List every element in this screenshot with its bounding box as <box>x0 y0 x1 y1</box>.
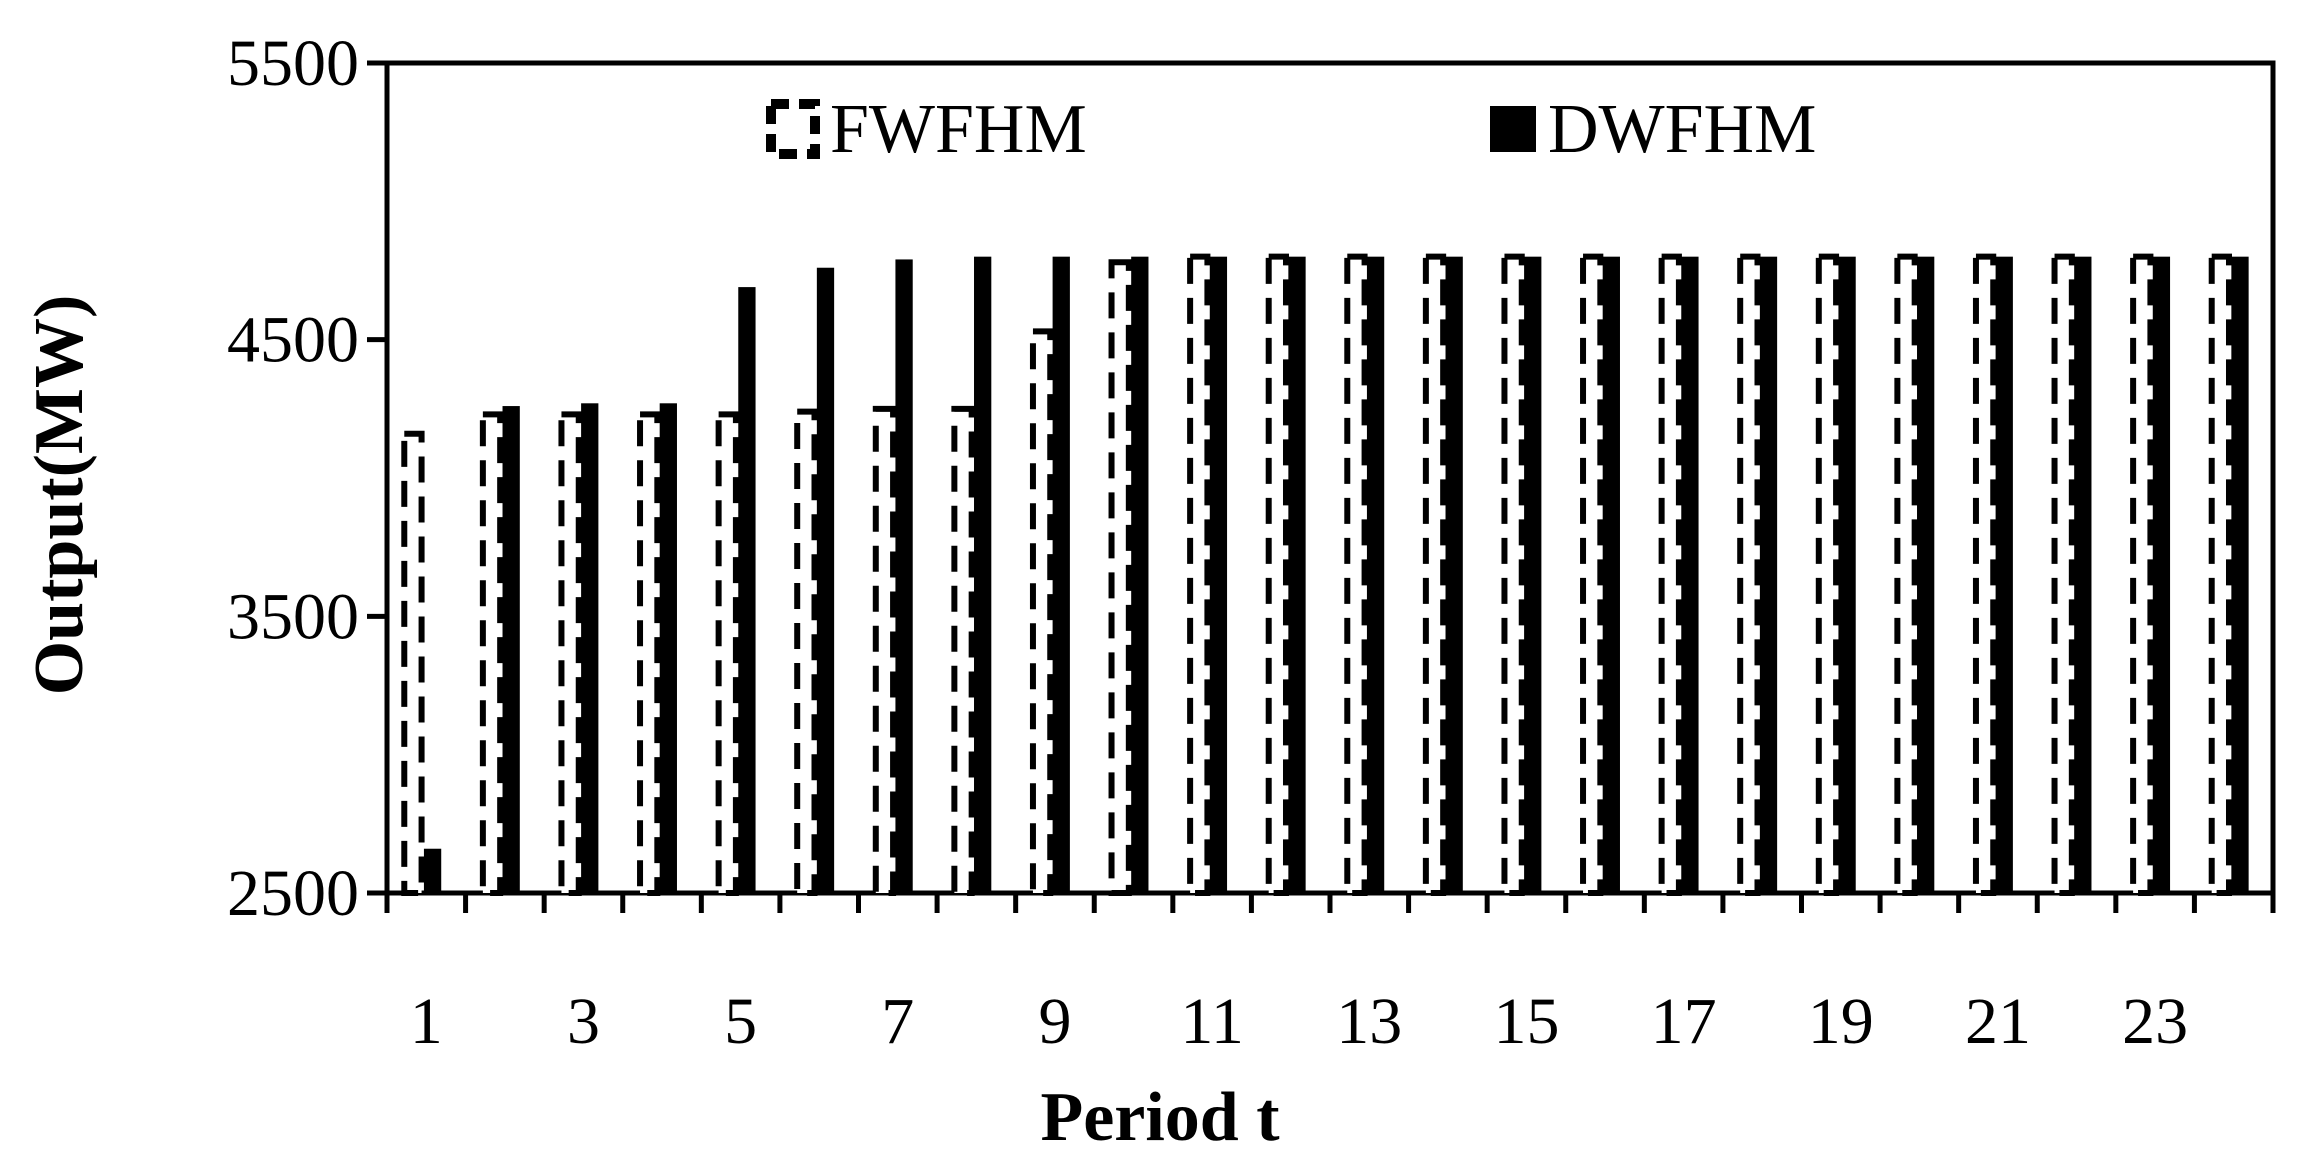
bar-dwfhm-11 <box>1209 256 1228 894</box>
bar-fwfhm-14 <box>1422 253 1447 896</box>
bar-fwfhm-24 <box>2208 253 2232 896</box>
bar-fwfhm-23 <box>2130 253 2154 896</box>
bar-fwfhm-10 <box>1108 259 1132 896</box>
x-tick-label-15: 15 <box>1493 985 1559 1058</box>
bar-dwfhm-13 <box>1366 256 1385 894</box>
bar-dwfhm-5 <box>738 287 756 894</box>
x-tick-label-13: 13 <box>1336 985 1402 1058</box>
bar-dwfhm-12 <box>1288 256 1306 894</box>
x-tick-label-19: 19 <box>1808 985 1874 1058</box>
x-tick-label-5: 5 <box>724 985 757 1058</box>
bar-dwfhm-18 <box>1759 256 1778 894</box>
bar-fwfhm-6 <box>794 408 818 896</box>
bar-dwfhm-4 <box>659 403 677 893</box>
bar-fwfhm-21 <box>1972 253 1997 896</box>
bar-dwfhm-1 <box>423 848 442 893</box>
bar-fwfhm-22 <box>2051 253 2075 896</box>
bar-fwfhm-16 <box>1580 253 1604 896</box>
y-tick-label-3500: 3500 <box>227 580 359 653</box>
bar-dwfhm-16 <box>1602 256 1620 894</box>
legend-swatch-fwfhm <box>766 99 820 159</box>
x-tick-label-3: 3 <box>567 985 600 1058</box>
x-tick-label-23: 23 <box>2122 985 2188 1058</box>
bar-fwfhm-8 <box>951 405 975 896</box>
legend: FWFHM DWFHM <box>766 91 1816 168</box>
x-tick-label-21: 21 <box>1965 985 2031 1058</box>
x-tick-label-11: 11 <box>1180 985 1244 1058</box>
y-tick-label-2500: 2500 <box>227 857 359 930</box>
bar-dwfhm-6 <box>816 267 835 893</box>
y-axis-title: Output(MW) <box>21 295 98 696</box>
x-tick-label-1: 1 <box>410 985 443 1058</box>
bar-fwfhm-15 <box>1501 253 1525 896</box>
bar-fwfhm-3 <box>558 411 582 896</box>
bar-dwfhm-24 <box>2231 256 2249 894</box>
bar-dwfhm-21 <box>1995 256 2013 894</box>
bar-fwfhm-18 <box>1737 253 1761 896</box>
bar-dwfhm-8 <box>974 256 992 894</box>
y-tick-label-5500: 5500 <box>227 27 359 100</box>
y-tick-label-4500: 4500 <box>227 304 359 377</box>
bar-fwfhm-1 <box>401 430 425 896</box>
bar-fwfhm-13 <box>1344 253 1368 896</box>
bar-fwfhm-17 <box>1658 253 1682 896</box>
x-tick-label-9: 9 <box>1038 985 1071 1058</box>
bar-dwfhm-14 <box>1445 256 1463 894</box>
bar-fwfhm-2 <box>479 411 504 896</box>
bar-dwfhm-2 <box>502 406 520 893</box>
bar-dwfhm-20 <box>1917 256 1935 894</box>
bar-dwfhm-7 <box>895 259 913 893</box>
legend-swatch-dwfhm <box>1490 106 1536 152</box>
bar-fwfhm-5 <box>715 411 739 896</box>
y-axis: 2500 3500 4500 5500 <box>227 27 387 930</box>
legend-label-dwfhm: DWFHM <box>1548 91 1816 168</box>
bar-dwfhm-23 <box>2152 256 2171 894</box>
bar-fwfhm-4 <box>637 411 661 896</box>
bar-fwfhm-9 <box>1029 328 1054 897</box>
bar-fwfhm-19 <box>1815 253 1840 896</box>
x-tick-label-7: 7 <box>881 985 914 1058</box>
bar-fwfhm-7 <box>872 405 897 896</box>
bar-dwfhm-19 <box>1838 256 1856 894</box>
bar-dwfhm-3 <box>581 403 599 893</box>
bar-dwfhm-22 <box>2074 256 2092 894</box>
bar-dwfhm-15 <box>1524 256 1542 894</box>
bar-fwfhm-11 <box>1187 253 1211 896</box>
legend-label-fwfhm: FWFHM <box>830 91 1087 168</box>
x-axis: 1 3 5 7 9 11 13 15 17 19 21 23 <box>384 893 2276 1058</box>
bars-group <box>401 253 2249 897</box>
x-axis-title: Period t <box>1040 1079 1279 1156</box>
x-tick-label-17: 17 <box>1651 985 1717 1058</box>
bar-fwfhm-20 <box>1894 253 1918 896</box>
bar-dwfhm-17 <box>1681 256 1699 894</box>
bar-dwfhm-10 <box>1131 256 1149 894</box>
bar-fwfhm-12 <box>1265 253 1289 896</box>
bar-dwfhm-9 <box>1052 256 1070 894</box>
